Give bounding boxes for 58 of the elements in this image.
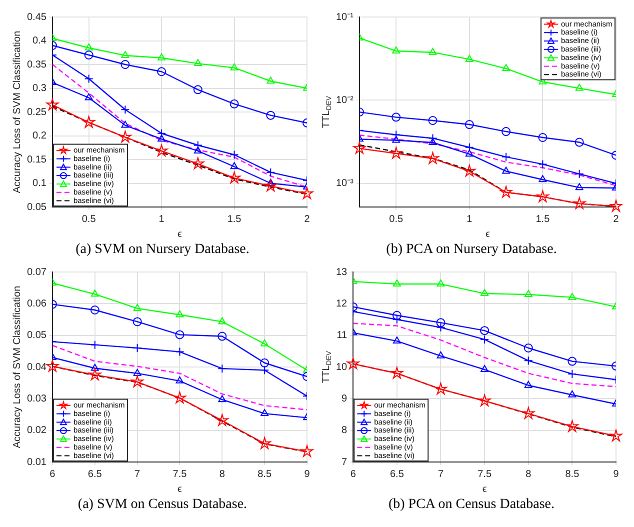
x-axis-title: ϵ: [482, 484, 488, 495]
y-axis-title: Accuracy Loss of SVM Classification: [12, 286, 23, 448]
x-tick-label: 0.5: [82, 214, 96, 225]
y-tick-label: 8: [342, 425, 348, 436]
y-tick-label: 10⁻¹: [336, 12, 354, 23]
x-tick-label: 2: [304, 214, 310, 225]
text: (b) PCA on Nursery Database.: [385, 241, 558, 259]
x-tick-label: 8: [526, 468, 532, 480]
x-tick-label: 7: [438, 468, 444, 480]
y-tick-label: 9: [342, 393, 348, 404]
x-tick-label: 1: [466, 214, 473, 225]
x-tick-label: 9: [613, 468, 620, 480]
x-tick-label: 8.5: [565, 468, 580, 480]
x-axis-title: ϵ: [178, 228, 183, 240]
y-tick-label: 7: [342, 456, 348, 468]
y-tick-label: 0.02: [26, 425, 47, 436]
x-tick-label: 8: [219, 468, 226, 480]
x-tick-label: 6.5: [88, 468, 102, 480]
y-tick-label: 0.05: [26, 202, 47, 213]
y-tick-label: 0.25: [26, 106, 47, 118]
x-tick-label: 1.5: [227, 214, 242, 225]
x-tick-label: 6: [50, 468, 56, 480]
y-tick-label: 0.1: [32, 178, 47, 189]
y-tick-label: 0.45: [26, 12, 47, 23]
x-tick-label: 6: [350, 468, 356, 480]
y-tick-label: 0.2: [32, 130, 47, 142]
y-tick-label: 0.35: [26, 59, 47, 70]
y-tick-label: 0.05: [26, 330, 47, 342]
y-tick-label: 10: [336, 362, 348, 373]
x-tick-label: 1.5: [536, 214, 550, 225]
x-axis-title: ϵ: [178, 484, 183, 495]
y-tick-label: 0.3: [32, 83, 47, 94]
y-tick-label: 0.06: [26, 298, 47, 310]
y-tick-label: 0.07: [26, 266, 47, 278]
x-tick-label: 1: [158, 214, 165, 225]
text: (a) SVM on Census Database.: [76, 496, 248, 514]
y-tick-label: 10⁻²: [336, 94, 354, 106]
text: (a) SVM on Nursery Database.: [74, 241, 250, 259]
y-tick-label: 0.15: [26, 154, 47, 166]
x-tick-label: 7: [134, 468, 141, 480]
x-tick-label: 6.5: [390, 468, 404, 480]
y-tick-label: 0.03: [26, 393, 47, 404]
x-tick-label: 0.5: [389, 214, 404, 225]
x-tick-label: 8.5: [258, 468, 272, 480]
x-axis-title: ϵ: [486, 228, 491, 240]
x-tick-label: 9: [304, 468, 310, 480]
y-tick-label: 10⁻³: [336, 178, 354, 190]
y-tick-label: 11: [336, 330, 348, 342]
x-tick-label: 7.5: [172, 468, 188, 480]
x-tick-label: 2: [613, 214, 620, 225]
y-tick-label: 13: [336, 266, 348, 278]
y-tick-label: 0.01: [26, 456, 47, 468]
text: (b) PCA on Census Database.: [387, 496, 556, 514]
y-tick-label: 0.04: [26, 362, 47, 373]
y-tick-label: 12: [336, 298, 348, 310]
y-tick-label: 0.4: [32, 36, 47, 46]
y-axis-title: Accuracy Loss of SVM Classification: [12, 30, 23, 194]
x-tick-label: 7.5: [478, 468, 492, 480]
